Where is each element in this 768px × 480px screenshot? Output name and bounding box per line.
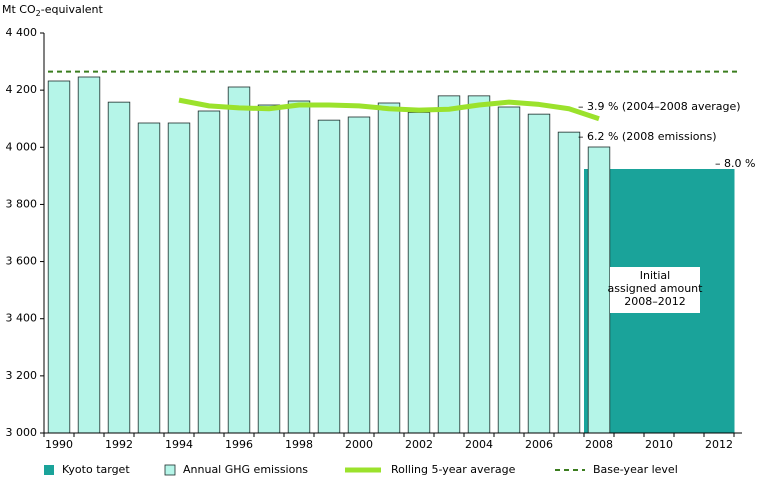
y-label-text: Mt CO <box>2 3 36 16</box>
x-tick-label: 1994 <box>165 438 193 451</box>
bar <box>197 110 221 434</box>
bar <box>437 95 461 434</box>
x-tick-label: 2006 <box>525 438 553 451</box>
x-tick-label: 2000 <box>345 438 373 451</box>
y-tick-label: 3 400 <box>6 312 38 325</box>
x-tick-label: 2010 <box>645 438 673 451</box>
rolling-average-line <box>178 97 600 122</box>
y-tick-label: 3 600 <box>6 255 38 268</box>
bar <box>137 122 161 434</box>
legend-label: Annual GHG emissions <box>183 463 308 476</box>
y-tick-label: 4 000 <box>6 140 38 153</box>
bar <box>407 112 431 434</box>
bar <box>527 113 551 434</box>
legend-label: Kyoto target <box>62 463 130 476</box>
bar <box>377 102 401 434</box>
kyoto-block <box>704 169 735 433</box>
x-tick-label: 1990 <box>45 438 73 451</box>
block-label: 2008–2012 <box>624 295 686 308</box>
x-tick-label: 2008 <box>585 438 613 451</box>
bar <box>317 119 341 434</box>
annotation: – 6.2 % (2008 emissions) <box>578 130 717 143</box>
bar <box>107 101 131 434</box>
y-axis-label: Mt CO2-equivalent <box>2 3 104 18</box>
annotation: – 3.9 % (2004–2008 average) <box>578 100 741 113</box>
y-tick-label: 3 200 <box>6 369 38 382</box>
x-tick-label: 1996 <box>225 438 253 451</box>
y-tick-label: 3 000 <box>6 426 38 439</box>
bar <box>227 86 251 434</box>
bar <box>587 146 611 434</box>
block-label-bg <box>610 267 700 313</box>
x-tick-label: 2002 <box>405 438 433 451</box>
legend-swatch <box>164 464 176 476</box>
bar <box>557 131 581 434</box>
y-tick-label: 3 800 <box>6 197 38 210</box>
y-tick-label: 4 400 <box>6 26 38 39</box>
bar <box>47 80 71 434</box>
y-label-subscript: 2 <box>36 9 41 18</box>
annotation: – 8.0 % <box>715 157 755 170</box>
bar <box>77 76 101 434</box>
y-tick-label: 4 200 <box>6 83 38 96</box>
bar <box>257 104 281 434</box>
x-tick-label: 2012 <box>705 438 733 451</box>
block-label: assigned amount <box>608 282 704 295</box>
bar <box>467 95 491 434</box>
legend-swatch <box>44 465 54 475</box>
block-label: Initial <box>640 269 670 282</box>
bar <box>167 122 191 434</box>
legend-label: Base-year level <box>593 463 678 476</box>
x-tick-label: 1992 <box>105 438 133 451</box>
y-label-suffix: -equivalent <box>41 3 104 16</box>
x-tick-label: 1998 <box>285 438 313 451</box>
bar <box>287 100 311 434</box>
bar <box>497 106 521 434</box>
bar <box>347 116 371 434</box>
legend-label: Rolling 5-year average <box>391 463 516 476</box>
x-tick-label: 2004 <box>465 438 493 451</box>
